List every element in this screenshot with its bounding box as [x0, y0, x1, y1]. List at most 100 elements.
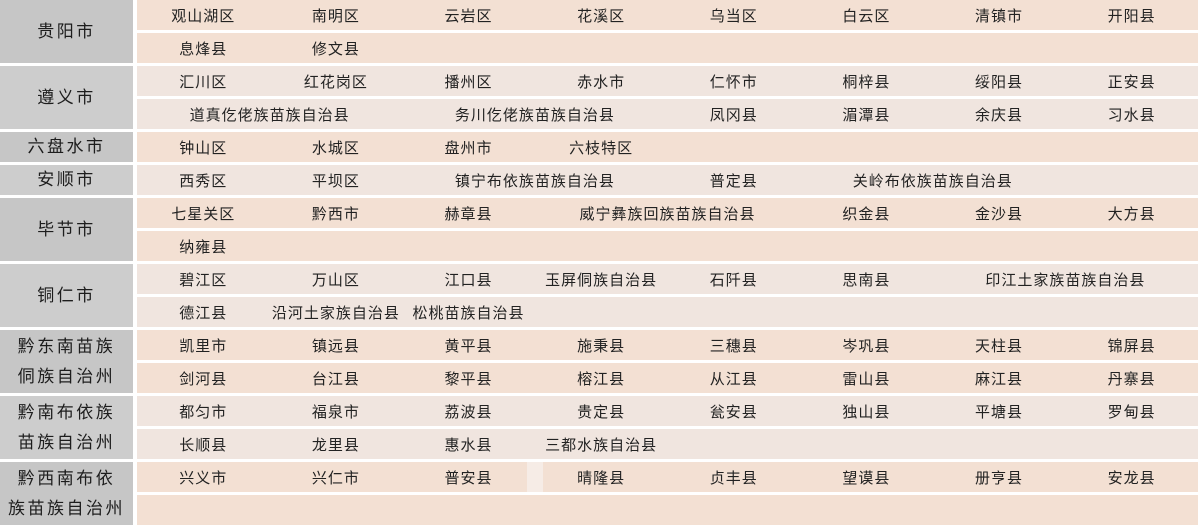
- district-cell[interactable]: 播州区: [444, 73, 493, 91]
- district-cell[interactable]: 织金县: [842, 205, 891, 223]
- district-cell[interactable]: 雷山县: [842, 370, 891, 388]
- district-cell[interactable]: 普定县: [709, 172, 758, 190]
- district-cell[interactable]: 松桃苗族自治县: [412, 304, 525, 322]
- district-cell[interactable]: 贵定县: [577, 403, 626, 421]
- district-cell[interactable]: 黔西市: [311, 205, 360, 223]
- district-cell[interactable]: 罗甸县: [1107, 403, 1156, 421]
- district-cell[interactable]: 思南县: [842, 271, 891, 289]
- district-cell[interactable]: 南明区: [311, 7, 360, 25]
- district-cell[interactable]: 关岭布依族苗族自治县: [852, 172, 1013, 190]
- district-cell[interactable]: 镇远县: [311, 337, 360, 355]
- district-cell[interactable]: 兴义市: [179, 469, 228, 487]
- district-cell[interactable]: 余庆县: [975, 106, 1024, 124]
- district-cell[interactable]: 台江县: [311, 370, 360, 388]
- district-cell[interactable]: 云岩区: [444, 7, 493, 25]
- district-cell[interactable]: 仁怀市: [709, 73, 758, 91]
- district-cell[interactable]: 桐梓县: [842, 73, 891, 91]
- district-cell[interactable]: 水城区: [311, 139, 360, 157]
- district-cell[interactable]: 花溪区: [577, 7, 626, 25]
- district-cell[interactable]: 福泉市: [311, 403, 360, 421]
- city-cell[interactable]: 毕节市: [0, 198, 133, 261]
- district-cell[interactable]: 湄潭县: [842, 106, 891, 124]
- city-label-line: 苗族自治州: [17, 432, 116, 452]
- district-cell[interactable]: 榕江县: [577, 370, 626, 388]
- district-cell[interactable]: 黄平县: [444, 337, 493, 355]
- district-cell[interactable]: 剑河县: [179, 370, 228, 388]
- district-cell[interactable]: 长顺县: [179, 436, 228, 454]
- city-column: 贵阳市 遵义市 六盘水市 安顺市 毕节市铜仁市黔东南苗族 侗族自治州 黔南布依族 苗族自治州黔…: [0, 0, 133, 528]
- district-cell[interactable]: 锦屏县: [1107, 337, 1156, 355]
- district-cell[interactable]: 黎平县: [444, 370, 493, 388]
- district-cell[interactable]: 绥阳县: [975, 73, 1024, 91]
- district-cell[interactable]: 普安县: [444, 469, 493, 487]
- district-cell[interactable]: 惠水县: [444, 436, 493, 454]
- city-cell[interactable]: 遵义市: [0, 66, 133, 129]
- district-cell[interactable]: 万山区: [311, 271, 360, 289]
- district-cell[interactable]: 六枝特区: [569, 139, 634, 157]
- district-cell[interactable]: 息烽县: [179, 40, 228, 58]
- district-cell[interactable]: 沿河土家族自治县: [271, 304, 400, 322]
- district-cell[interactable]: 从江县: [709, 370, 758, 388]
- city-cell[interactable]: 贵阳市: [0, 0, 133, 63]
- district-cell[interactable]: 清镇市: [975, 7, 1024, 25]
- district-row: 汇川区 红花岗区 播州区 赤水市 仁怀市 桐梓县 绥阳县 正安县: [137, 66, 1198, 96]
- district-cell[interactable]: 赤水市: [577, 73, 626, 91]
- district-cell[interactable]: 凤冈县: [709, 106, 758, 124]
- district-cell[interactable]: 江口县: [444, 271, 493, 289]
- city-cell[interactable]: 铜仁市: [0, 264, 133, 327]
- district-cell[interactable]: 石阡县: [709, 271, 758, 289]
- district-cell[interactable]: 晴隆县: [577, 469, 626, 487]
- district-cell[interactable]: 镇宁布依族苗族自治县: [454, 172, 615, 190]
- district-cell[interactable]: 册亨县: [975, 469, 1024, 487]
- district-cell[interactable]: 大方县: [1107, 205, 1156, 223]
- district-cell[interactable]: 道真仡佬族苗族自治县: [189, 106, 350, 124]
- district-cell[interactable]: 汇川区: [179, 73, 228, 91]
- city-cell[interactable]: 六盘水市: [0, 132, 133, 162]
- city-cell[interactable]: 黔南布依族 苗族自治州: [0, 396, 133, 459]
- district-cell[interactable]: 威宁彝族回族苗族自治县: [579, 205, 756, 223]
- district-cell[interactable]: 贞丰县: [709, 469, 758, 487]
- district-cell[interactable]: 开阳县: [1107, 7, 1156, 25]
- district-cell[interactable]: 德江县: [179, 304, 228, 322]
- district-cell[interactable]: 西秀区: [179, 172, 228, 190]
- district-cell[interactable]: 三都水族自治县: [545, 436, 658, 454]
- city-label-line: 铜仁市: [37, 285, 96, 305]
- district-cell[interactable]: 白云区: [842, 7, 891, 25]
- district-cell[interactable]: 瓮安县: [709, 403, 758, 421]
- district-cell[interactable]: 都匀市: [179, 403, 228, 421]
- district-cell[interactable]: 赫章县: [444, 205, 493, 223]
- district-cell[interactable]: 红花岗区: [303, 73, 368, 91]
- district-cell[interactable]: 独山县: [842, 403, 891, 421]
- district-cell[interactable]: 观山湖区: [171, 7, 236, 25]
- district-cell[interactable]: 习水县: [1107, 106, 1156, 124]
- district-cell[interactable]: 碧江区: [179, 271, 228, 289]
- city-cell[interactable]: 黔西南布依 族苗族自治州: [0, 462, 133, 525]
- district-cell[interactable]: 平塘县: [975, 403, 1024, 421]
- district-cell[interactable]: 龙里县: [311, 436, 360, 454]
- city-cell[interactable]: 黔东南苗族 侗族自治州: [0, 330, 133, 393]
- district-cell[interactable]: 兴仁市: [311, 469, 360, 487]
- district-cell[interactable]: 纳雍县: [179, 238, 228, 256]
- district-cell[interactable]: 岑巩县: [842, 337, 891, 355]
- district-cell[interactable]: 印江土家族苗族自治县: [985, 271, 1146, 289]
- district-cell[interactable]: 望谟县: [842, 469, 891, 487]
- district-cell[interactable]: 丹寨县: [1107, 370, 1156, 388]
- city-cell[interactable]: 安顺市: [0, 165, 133, 195]
- district-cell[interactable]: 乌当区: [709, 7, 758, 25]
- district-cell[interactable]: 盘州市: [444, 139, 493, 157]
- district-cell[interactable]: 平坝区: [311, 172, 360, 190]
- district-cell[interactable]: 七星关区: [171, 205, 236, 223]
- district-cell[interactable]: 务川仡佬族苗族自治县: [454, 106, 615, 124]
- district-cell[interactable]: 三穗县: [709, 337, 758, 355]
- district-cell[interactable]: 钟山区: [179, 139, 228, 157]
- district-cell[interactable]: 凯里市: [179, 337, 228, 355]
- district-cell[interactable]: 天柱县: [975, 337, 1024, 355]
- district-cell[interactable]: 正安县: [1107, 73, 1156, 91]
- district-cell[interactable]: 玉屏侗族自治县: [545, 271, 658, 289]
- district-cell[interactable]: 施秉县: [577, 337, 626, 355]
- district-cell[interactable]: 修文县: [311, 40, 360, 58]
- district-cell[interactable]: 麻江县: [975, 370, 1024, 388]
- district-cell[interactable]: 安龙县: [1107, 469, 1156, 487]
- district-cell[interactable]: 荔波县: [444, 403, 493, 421]
- district-cell[interactable]: 金沙县: [975, 205, 1024, 223]
